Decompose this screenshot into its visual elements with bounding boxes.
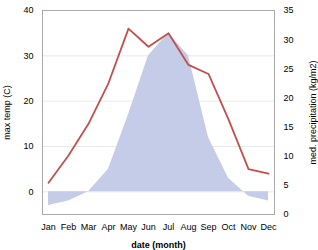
svg-text:20: 20: [23, 96, 33, 106]
svg-text:35: 35: [284, 5, 294, 15]
svg-text:Apr: Apr: [101, 222, 115, 232]
svg-text:Dec: Dec: [260, 222, 277, 232]
svg-text:10: 10: [23, 141, 33, 151]
svg-text:0: 0: [28, 187, 33, 197]
svg-text:40: 40: [23, 5, 33, 15]
svg-text:Feb: Feb: [61, 222, 77, 232]
svg-text:0: 0: [284, 209, 289, 219]
svg-text:30: 30: [23, 51, 33, 61]
svg-text:20: 20: [284, 93, 294, 103]
svg-text:15: 15: [284, 122, 294, 132]
svg-text:Jan: Jan: [41, 222, 56, 232]
svg-text:Sep: Sep: [200, 222, 216, 232]
svg-text:Aug: Aug: [180, 222, 196, 232]
svg-text:Jul: Jul: [163, 222, 175, 232]
svg-text:25: 25: [284, 64, 294, 74]
svg-text:med. precipitation (kg/m2): med. precipitation (kg/m2): [308, 60, 318, 164]
svg-text:max temp (C): max temp (C): [2, 85, 12, 140]
svg-text:Mar: Mar: [81, 222, 97, 232]
svg-text:5: 5: [284, 180, 289, 190]
svg-text:Oct: Oct: [221, 222, 236, 232]
svg-text:date (month): date (month): [131, 240, 186, 250]
svg-text:Jun: Jun: [141, 222, 156, 232]
svg-text:30: 30: [284, 35, 294, 45]
svg-text:Nov: Nov: [240, 222, 257, 232]
svg-text:May: May: [120, 222, 138, 232]
svg-text:10: 10: [284, 151, 294, 161]
